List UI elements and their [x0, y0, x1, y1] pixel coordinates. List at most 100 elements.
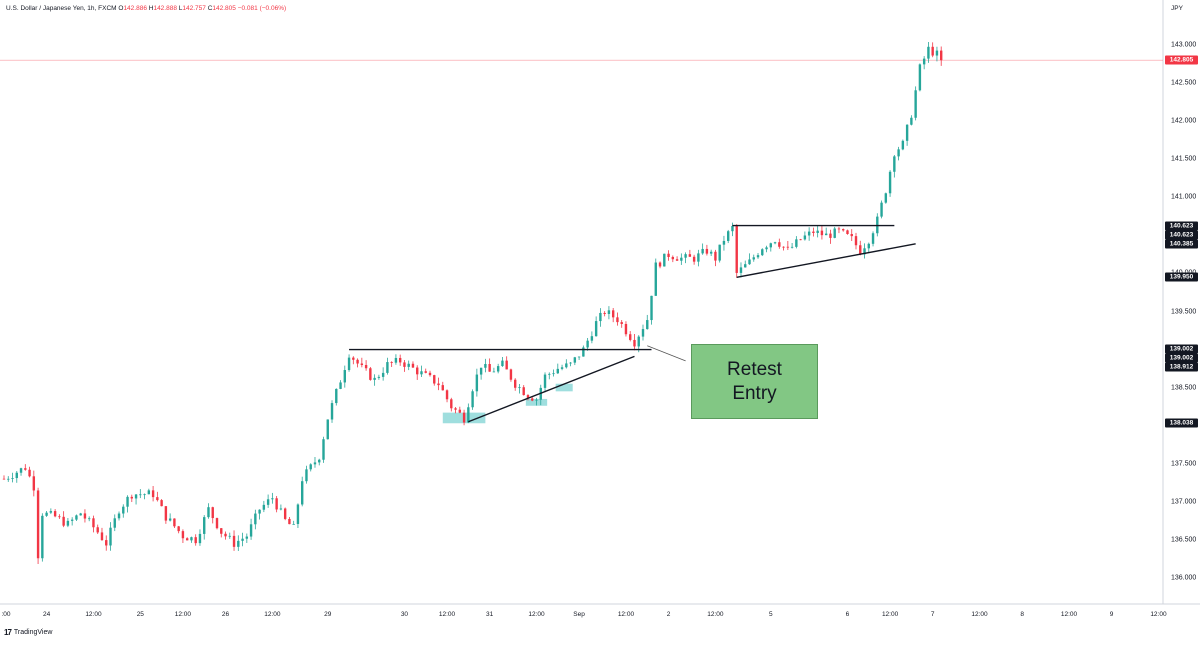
candle-body — [173, 518, 176, 527]
candle-body — [11, 478, 14, 479]
trendline — [736, 243, 916, 278]
chart-grid — [0, 0, 1200, 605]
candle-body — [543, 374, 547, 388]
candle-body — [484, 364, 487, 368]
x-tick-label: 12:00 — [971, 611, 988, 618]
candle-body — [496, 366, 500, 372]
candle-body — [803, 235, 807, 240]
x-tick-label: 12:00 — [438, 611, 456, 618]
candle-body — [624, 323, 628, 335]
candle-body — [450, 399, 453, 409]
candle-body — [49, 511, 53, 513]
candle-body — [445, 390, 449, 400]
candle-body — [701, 248, 704, 254]
candle-body — [522, 387, 525, 396]
candle-body — [441, 385, 444, 391]
candle-body — [607, 310, 611, 314]
candle-body — [629, 334, 632, 340]
x-tick-label: 25 — [136, 611, 144, 618]
x-tick-label: 12:00 — [881, 611, 899, 618]
y-tick-label: 142.000 — [1171, 117, 1197, 125]
candle-body — [416, 367, 419, 375]
x-tick-label: 29 — [324, 611, 332, 618]
candle-body — [884, 193, 888, 203]
candle-body — [761, 249, 764, 256]
candle-body — [505, 360, 508, 370]
candle-body — [130, 496, 133, 499]
candle-body — [859, 245, 862, 255]
candle-body — [611, 310, 615, 318]
candle-body — [514, 379, 517, 388]
candle-body — [756, 255, 760, 258]
price-tag: 140.623 — [1165, 221, 1198, 231]
candle-body — [552, 373, 555, 375]
candle-body — [151, 490, 155, 498]
candle-body — [548, 373, 551, 375]
candle-body — [688, 254, 692, 257]
candle-body — [75, 515, 78, 520]
candle-body — [411, 363, 415, 368]
candle-body — [910, 117, 913, 125]
candle-body — [829, 233, 832, 238]
candle-body — [927, 46, 930, 59]
candle-body — [820, 230, 824, 236]
candle-body — [28, 469, 31, 477]
candle-body — [573, 357, 577, 363]
candle-body — [168, 518, 172, 521]
candle-body — [454, 408, 457, 410]
candle-body — [671, 256, 675, 260]
candle-body — [275, 498, 278, 510]
candle-body — [518, 387, 521, 389]
candle-body — [198, 533, 202, 544]
candle-body — [343, 370, 346, 383]
candle-body — [509, 369, 513, 380]
candle-body — [2, 478, 6, 480]
price-tag: 139.002 — [1165, 353, 1198, 363]
candle-body — [727, 231, 730, 241]
candle-body — [748, 259, 751, 265]
candle-body — [556, 368, 559, 374]
candle-body — [680, 257, 683, 261]
candle-body — [599, 312, 602, 322]
candle-body — [769, 243, 772, 248]
candle-body — [824, 233, 828, 236]
candle-body — [658, 262, 662, 267]
candle-body — [283, 508, 287, 519]
candle-body — [735, 226, 738, 273]
high-value: 142.888 — [153, 5, 177, 12]
candle-body — [535, 399, 538, 401]
x-tick-label: 12:00 — [617, 611, 635, 618]
candle-body — [616, 317, 619, 323]
candle-body — [100, 532, 104, 541]
candle-body — [901, 140, 905, 150]
candle-body — [83, 513, 87, 519]
tradingview-logo[interactable]: 17 TradingView — [4, 628, 52, 637]
candle-body — [360, 363, 364, 365]
candle-body — [594, 321, 598, 337]
candle-body — [41, 515, 44, 559]
x-tick-label: Sep — [573, 611, 585, 618]
candle-body — [322, 439, 325, 460]
candle-body — [428, 372, 432, 376]
x-tick-label: 12:00 — [85, 611, 102, 618]
candle-body — [433, 375, 436, 384]
retest-highlight-box — [555, 383, 573, 392]
candle-body — [373, 377, 376, 380]
y-tick-label: 139.500 — [1171, 308, 1197, 315]
candle-body — [752, 257, 755, 260]
candle-body — [228, 535, 231, 537]
candle-body — [301, 481, 304, 505]
candle-body — [258, 509, 261, 514]
trendline — [468, 355, 635, 423]
low-label: L — [178, 5, 183, 12]
candle-body — [633, 339, 636, 347]
candle-body — [318, 459, 321, 463]
candle-body — [458, 409, 462, 413]
candle-body — [381, 372, 385, 377]
candle-body — [471, 391, 474, 408]
x-tick-label: 2 — [666, 611, 671, 618]
candle-body — [237, 540, 240, 547]
candle-body — [569, 362, 572, 364]
x-tick-label: 30 — [400, 611, 409, 618]
